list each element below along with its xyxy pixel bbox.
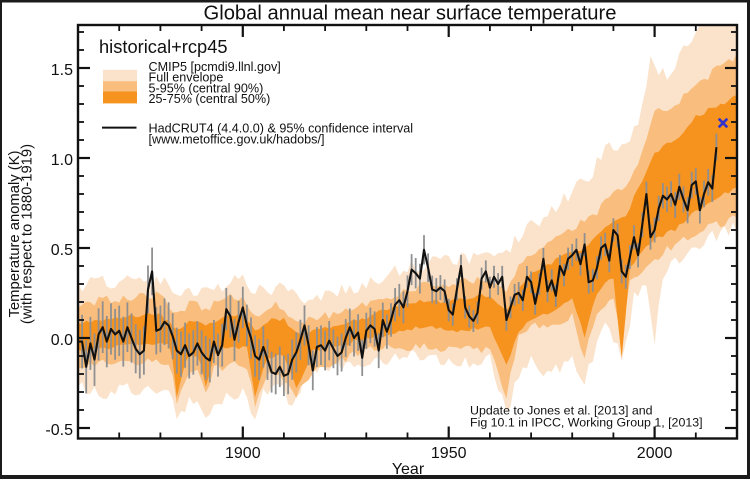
svg-text:5-95% (central 90%): 5-95% (central 90%) bbox=[149, 81, 264, 95]
svg-text:0.0: 0.0 bbox=[51, 332, 73, 349]
svg-text:1950: 1950 bbox=[431, 445, 467, 462]
svg-text:0.5: 0.5 bbox=[51, 242, 73, 259]
svg-text:Year: Year bbox=[392, 461, 425, 478]
svg-text:Temperature anomaly (K): Temperature anomaly (K) bbox=[7, 150, 23, 317]
svg-text:-0.5: -0.5 bbox=[45, 422, 73, 439]
svg-text:1.0: 1.0 bbox=[51, 152, 73, 169]
svg-text:Update to Jones et al. [2013]: Update to Jones et al. [2013] and bbox=[470, 404, 653, 418]
svg-text:HadCRUT4 (4.4.0.0) & 95% confi: HadCRUT4 (4.4.0.0) & 95% confidence inte… bbox=[149, 121, 414, 135]
svg-text:1.5: 1.5 bbox=[51, 62, 73, 79]
svg-text:25-75% (central 50%): 25-75% (central 50%) bbox=[149, 92, 271, 106]
svg-text:Global annual mean near surfac: Global annual mean near surface temperat… bbox=[204, 3, 617, 25]
svg-text:1900: 1900 bbox=[225, 445, 261, 462]
svg-text:[www.metoffice.gov.uk/hadobs/]: [www.metoffice.gov.uk/hadobs/] bbox=[149, 133, 325, 147]
svg-text:Full envelope: Full envelope bbox=[149, 71, 224, 85]
svg-text:2000: 2000 bbox=[637, 445, 673, 462]
svg-text:historical+rcp45: historical+rcp45 bbox=[99, 36, 228, 57]
svg-text:Fig 10.1 in IPCC, Working Grou: Fig 10.1 in IPCC, Working Group 1, [2013… bbox=[470, 416, 703, 430]
svg-text:CMIP5 [pcmdi9.llnl.gov]: CMIP5 [pcmdi9.llnl.gov] bbox=[149, 60, 281, 74]
svg-text:(with respect to 1880-1919): (with respect to 1880-1919) bbox=[20, 144, 36, 324]
